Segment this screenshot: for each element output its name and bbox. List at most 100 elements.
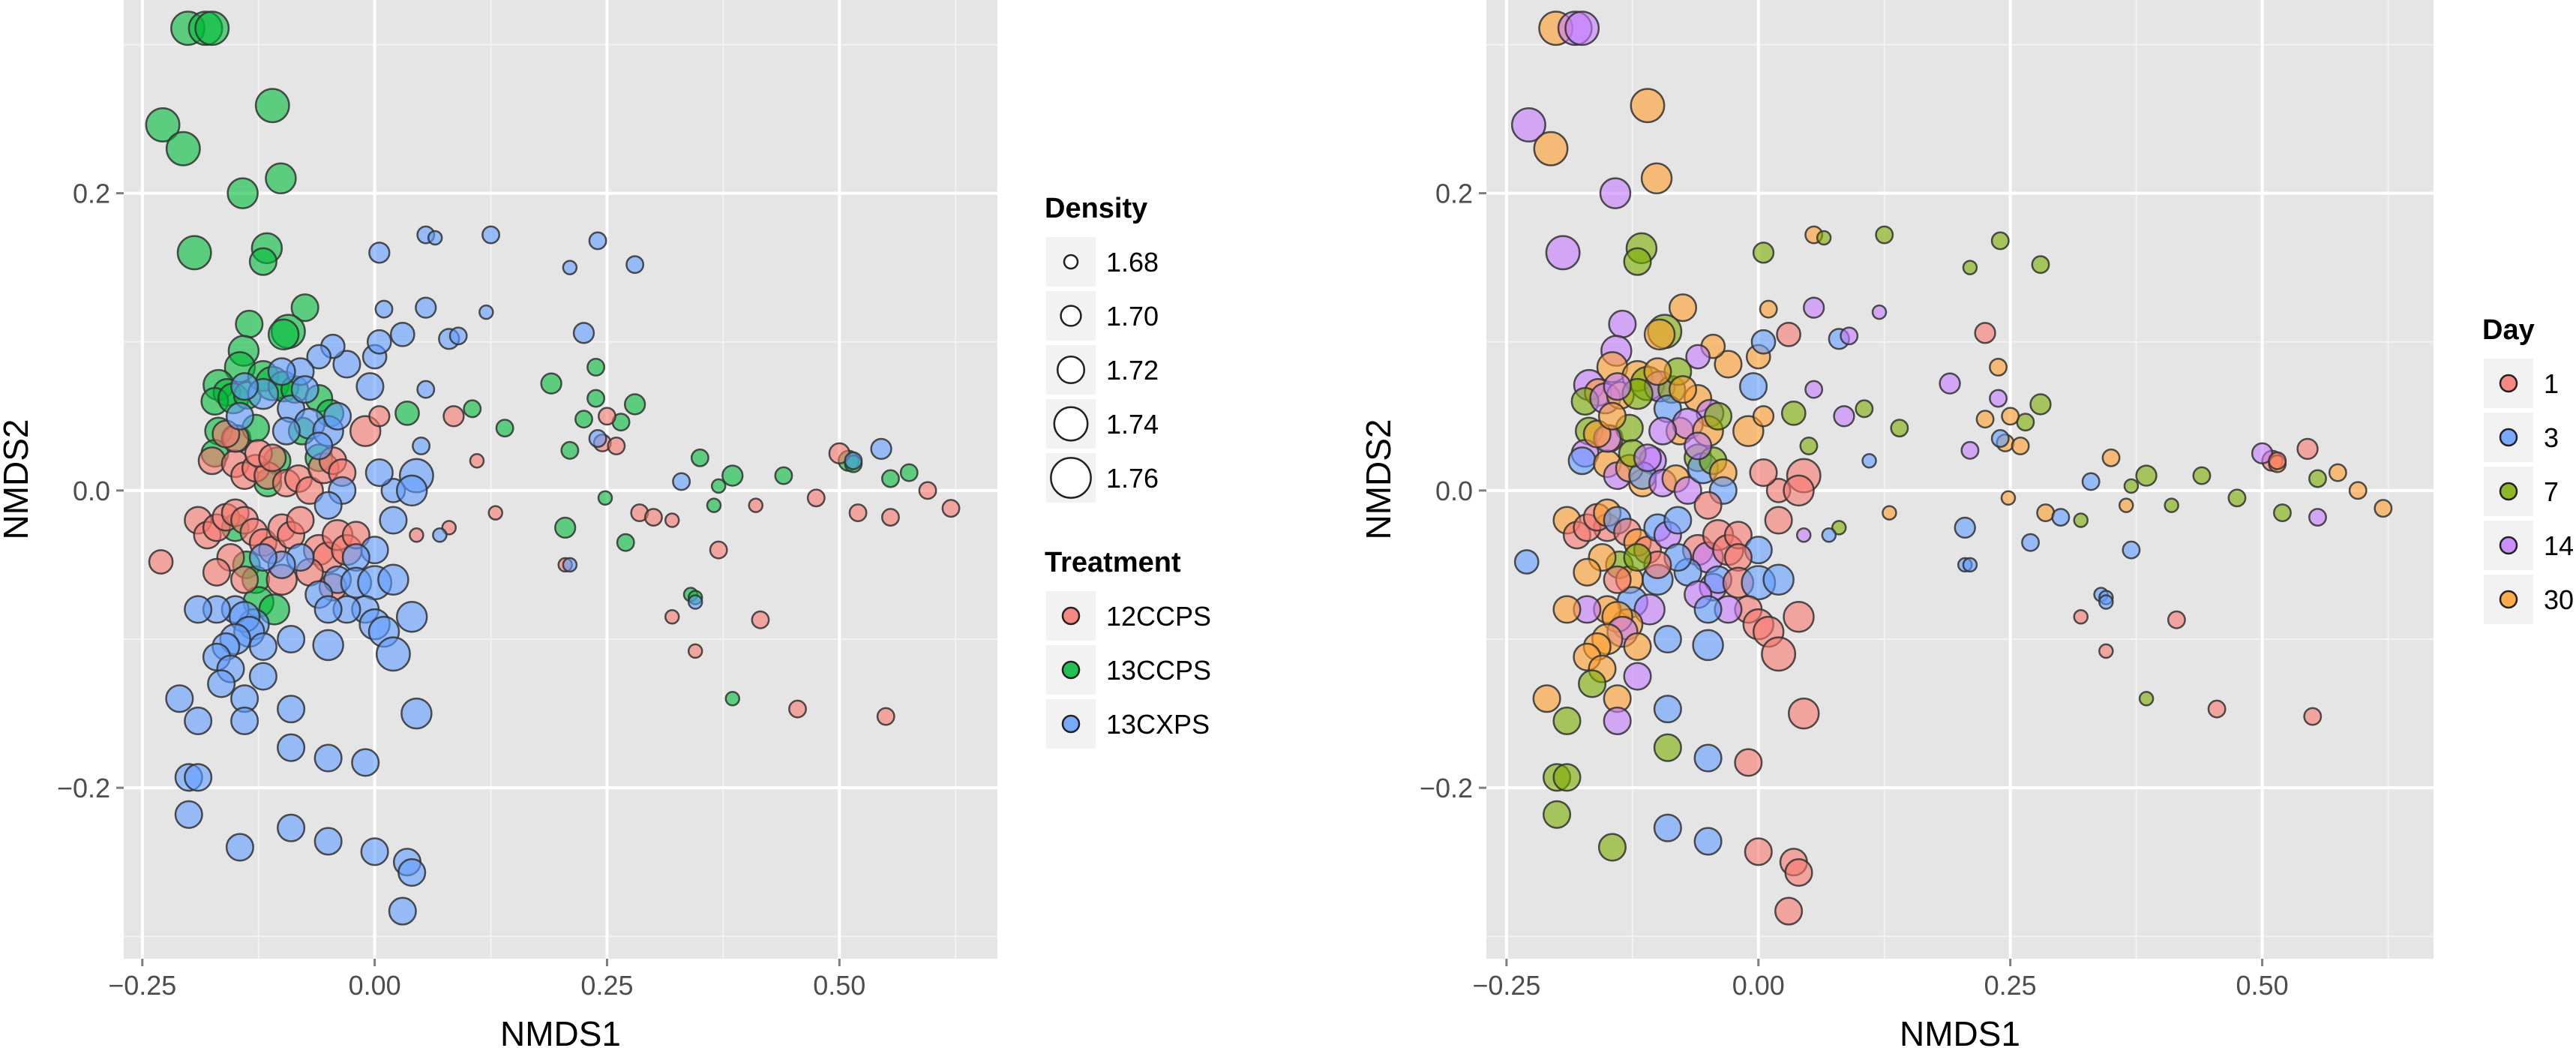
data-point (1564, 11, 1600, 47)
data-point (306, 344, 332, 370)
data-point (881, 508, 900, 527)
data-point (1597, 401, 1627, 431)
data-point (588, 231, 607, 251)
legend-key-symbol (1060, 305, 1082, 327)
data-point (572, 322, 595, 344)
x-axis-title: NMDS1 (500, 1014, 621, 1048)
data-point (277, 733, 306, 762)
data-point (202, 557, 231, 587)
data-point (478, 304, 494, 320)
data-point (165, 684, 194, 713)
data-point (724, 691, 741, 707)
legend-density: Density 1.68 1.70 1.72 1.74 1.76 (1045, 193, 1159, 503)
data-point (312, 629, 344, 662)
data-point (1734, 748, 1763, 777)
data-point (400, 697, 433, 730)
data-point (1567, 446, 1597, 476)
data-point (1640, 162, 1673, 195)
data-point (2098, 594, 2114, 610)
data-point (184, 763, 213, 792)
data-point (1989, 357, 2008, 377)
data-point (184, 595, 213, 624)
data-point (1552, 706, 1582, 736)
data-point (2167, 610, 2186, 629)
data-point (1653, 624, 1682, 654)
data-point (1630, 88, 1666, 124)
data-point (225, 401, 254, 431)
data-point (364, 458, 394, 488)
data-point (1643, 318, 1676, 351)
data-point (415, 296, 437, 319)
data-point (2192, 466, 2212, 485)
data-point (788, 699, 807, 719)
data-point (2135, 464, 2158, 487)
data-point (1693, 595, 1723, 624)
x-tick-label: −0.25 (1472, 970, 1540, 1001)
y-tick-label: −0.2 (1420, 773, 1473, 803)
data-point (918, 481, 937, 500)
data-point (375, 636, 411, 672)
legend-key-symbol (2499, 536, 2518, 555)
data-point (463, 399, 482, 419)
data-point (2207, 699, 2227, 719)
data-point (687, 594, 703, 610)
data-point (1668, 375, 1698, 404)
data-point (1513, 549, 1540, 575)
data-point (366, 329, 392, 355)
data-point (1861, 452, 1877, 469)
data-point (248, 247, 277, 276)
data-point (1833, 405, 1855, 428)
data-point (1693, 827, 1723, 856)
data-point (2296, 437, 2319, 461)
data-point (495, 419, 514, 438)
data-point (1749, 458, 1778, 488)
data-point (290, 293, 319, 323)
data-point (687, 643, 703, 659)
chart-treatment: −0.25 0.00 0.25 0.50 −0.2 0.0 0.2 NMDS1 NMDS2 Den… (0, 0, 1211, 1048)
data-point (1784, 858, 1813, 887)
data-point (1533, 131, 1569, 167)
legend-label: 1.72 (1106, 355, 1159, 386)
legend-label: 1.76 (1106, 463, 1159, 494)
data-point (368, 405, 391, 428)
data-point (412, 436, 431, 455)
x-tick-label: 0.25 (580, 970, 633, 1001)
data-point (248, 542, 277, 572)
data-point (377, 563, 409, 596)
data-point (2303, 707, 2323, 726)
legend-key-symbol (2499, 590, 2518, 609)
data-point (1623, 247, 1652, 276)
data-point (540, 372, 562, 395)
data-point (1597, 833, 1627, 862)
data-point (623, 393, 646, 416)
legend-key-symbol (1053, 406, 1089, 442)
data-point (1623, 542, 1652, 572)
data-point (427, 230, 443, 246)
data-point (1954, 516, 1976, 539)
data-point (1685, 344, 1711, 370)
data-point (748, 497, 764, 513)
data-point (432, 527, 448, 543)
legend-label: 14 (2544, 530, 2574, 561)
data-point (165, 131, 201, 167)
data-point (1795, 527, 1812, 543)
x-tick-label: 0.25 (1984, 970, 2037, 1001)
data-point (597, 490, 613, 506)
data-point (207, 669, 236, 698)
data-point (313, 827, 343, 856)
data-point (230, 372, 259, 401)
data-point (1774, 896, 1804, 926)
legend-key-symbol (2499, 428, 2518, 447)
data-point (562, 260, 578, 275)
data-point (395, 601, 428, 633)
data-point (848, 503, 868, 523)
data-point (2118, 497, 2134, 513)
data-point (1739, 372, 1768, 401)
data-point (230, 706, 259, 736)
data-point (394, 400, 420, 426)
data-point (248, 662, 277, 691)
data-point (2268, 451, 2287, 470)
data-point (1668, 293, 1698, 323)
data-point (448, 326, 468, 346)
y-tick-label: 0.0 (1435, 476, 1473, 506)
